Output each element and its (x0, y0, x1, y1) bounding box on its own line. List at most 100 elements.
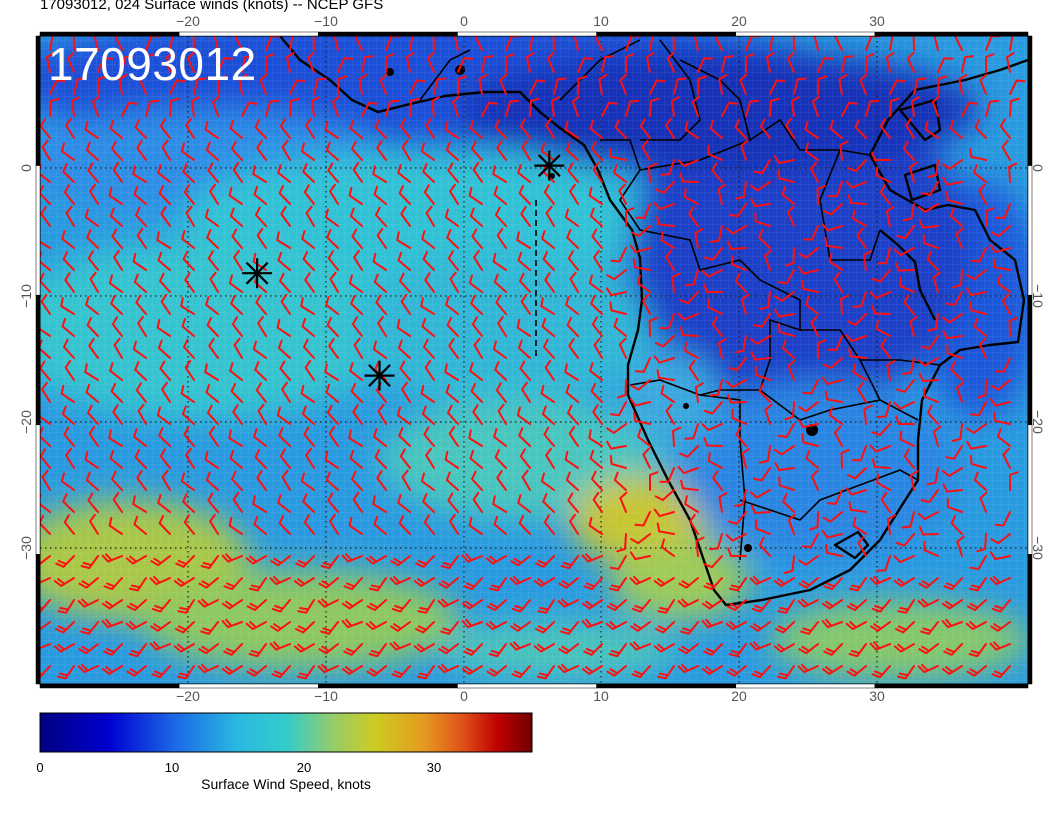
storm-markers (242, 150, 565, 391)
wind-barb (253, 185, 267, 205)
wind-barb (966, 423, 987, 434)
wind-barb (588, 429, 603, 447)
wind-barb (159, 118, 171, 139)
wind-barb (876, 401, 891, 419)
wind-barb (487, 688, 506, 695)
scale-bar-segment (1027, 424, 1033, 555)
wind-barb (924, 120, 939, 139)
wind-barb (920, 335, 939, 350)
wind-barb (234, 36, 243, 51)
wind-barb (84, 363, 99, 381)
wind-barb (607, 688, 626, 695)
wind-barb (951, 423, 963, 442)
wind-barb (377, 403, 387, 425)
wind-barb (280, 206, 291, 227)
wind-barb (852, 291, 867, 308)
wind-barb (421, 317, 435, 337)
wind-barb (177, 599, 195, 614)
wind-barb (945, 291, 963, 306)
wind-barbs (40, 36, 1026, 701)
wind-barb (721, 55, 734, 73)
wind-barb (446, 317, 459, 337)
wind-barb (84, 450, 99, 469)
wind-barb (447, 250, 459, 271)
wind-barb (581, 665, 603, 675)
wind-barb (127, 688, 146, 695)
wind-barb (229, 362, 243, 381)
wind-barb (228, 516, 243, 535)
wind-barb (557, 663, 579, 674)
wind-barb (903, 294, 915, 315)
wind-barb (474, 36, 483, 51)
wind-barb (271, 599, 291, 613)
wind-barb (519, 118, 531, 139)
wind-barb (804, 120, 819, 139)
wind-barb (358, 74, 368, 95)
wind-barb (397, 494, 411, 513)
wind-barb (601, 55, 614, 73)
wind-barb (285, 52, 295, 73)
wind-barb (55, 621, 75, 634)
wind-barb (637, 428, 651, 447)
wind-barb (969, 454, 987, 469)
wind-barb (352, 162, 363, 183)
wind-barb (581, 553, 603, 563)
scale-bar-segment (1027, 35, 1033, 166)
wind-barb (158, 185, 171, 205)
wind-barb (845, 621, 867, 630)
wind-barb (396, 231, 411, 249)
wind-barb (200, 555, 219, 570)
scale-bar-segment (735, 683, 876, 689)
scale-bar-segment (35, 424, 41, 555)
wind-barb (346, 688, 362, 701)
wind-barb (461, 618, 483, 629)
wind-barb (893, 247, 915, 256)
wind-barb (93, 36, 99, 51)
wind-barb (778, 476, 795, 491)
wind-barb (365, 555, 387, 565)
wind-barb (80, 555, 99, 570)
wind-barb (798, 401, 819, 413)
wind-barb (889, 79, 906, 95)
wind-barb (862, 250, 872, 271)
wind-barb (979, 73, 988, 95)
wind-barb (295, 621, 315, 634)
wind-barb (217, 75, 228, 95)
wind-barb (300, 142, 315, 161)
wind-barb (230, 295, 243, 315)
wind-barb (823, 203, 843, 216)
wind-barb (913, 77, 927, 95)
wind-barb (711, 316, 723, 337)
map-title: 17093012, 024 Surface winds (knots) -- N… (40, 0, 384, 13)
wind-barb (990, 225, 1011, 237)
wind-barb (840, 448, 850, 469)
wind-barb (800, 621, 819, 635)
wind-barb (293, 643, 315, 653)
wind-barb (893, 401, 915, 410)
wind-barb (329, 183, 339, 205)
wind-barb (801, 433, 819, 447)
wind-barb (950, 515, 963, 535)
wind-barb (525, 52, 535, 73)
wind-barb (591, 140, 603, 161)
wind-barb (709, 119, 723, 139)
wind-barb (398, 515, 411, 535)
wind-barb (517, 164, 531, 183)
wind-barb (625, 99, 640, 117)
wind-barb (629, 641, 651, 651)
wind-barb (221, 665, 243, 675)
wind-barb (149, 575, 171, 586)
wind-barb (689, 513, 699, 535)
wind-barb (946, 344, 963, 359)
wind-barb (391, 665, 411, 679)
wind-barb (89, 183, 99, 205)
wind-barb (869, 444, 891, 453)
wind-barb (1002, 293, 1011, 315)
wind-barb (899, 276, 915, 293)
wind-barb (398, 185, 411, 205)
wind-barb (303, 514, 315, 535)
wind-barb (870, 621, 891, 632)
wind-barb (169, 79, 186, 95)
wind-barb (942, 330, 963, 340)
wind-barb (63, 338, 75, 359)
